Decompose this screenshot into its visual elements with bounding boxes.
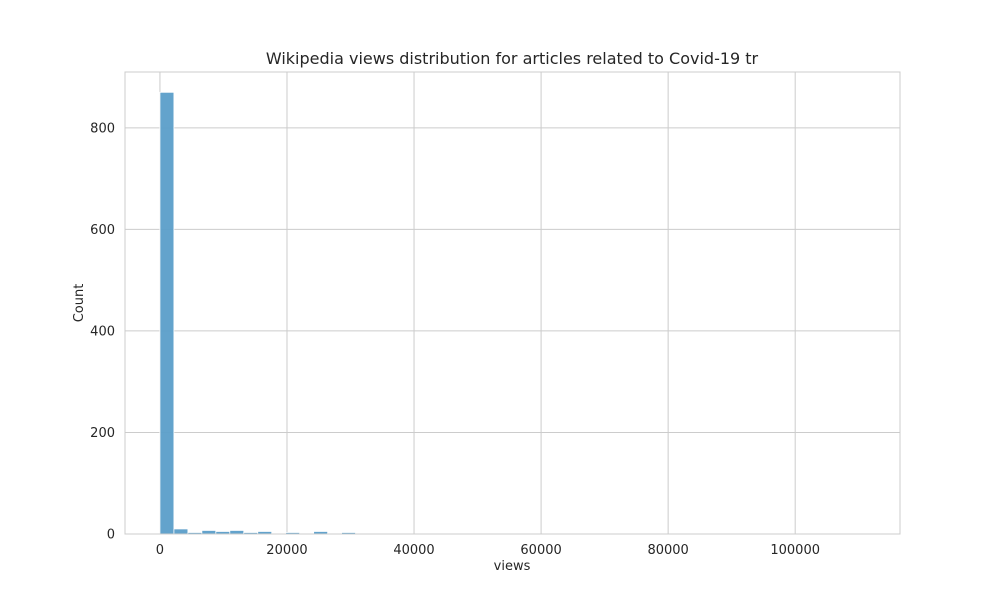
histogram-bar: [201, 530, 217, 535]
y-tick-label: 800: [90, 121, 115, 136]
y-tick-label: 600: [90, 223, 115, 238]
x-tick-label: 20000: [266, 543, 307, 558]
ticks-layer: 0 20000 40000 60000 80000 100000 0 200 400 600 800: [90, 121, 820, 558]
bars-layer: [159, 91, 860, 535]
chart-title: Wikipedia views distribution for article…: [266, 49, 759, 68]
x-axis-label: views: [494, 559, 531, 574]
histogram-bar: [173, 528, 189, 535]
y-tick-label: 0: [107, 528, 115, 543]
x-tick-label: 100000: [770, 543, 820, 558]
y-tick-label: 400: [90, 324, 115, 339]
histogram-bar: [229, 530, 245, 535]
x-tick-label: 40000: [393, 543, 434, 558]
histogram-bar: [159, 91, 175, 535]
y-tick-label: 200: [90, 426, 115, 441]
x-tick-label: 80000: [647, 543, 688, 558]
y-axis-label: Count: [72, 284, 87, 323]
x-tick-label: 0: [156, 543, 164, 558]
plot-frame: [124, 71, 901, 535]
x-tick-label: 60000: [520, 543, 561, 558]
grid-layer: [125, 72, 900, 535]
